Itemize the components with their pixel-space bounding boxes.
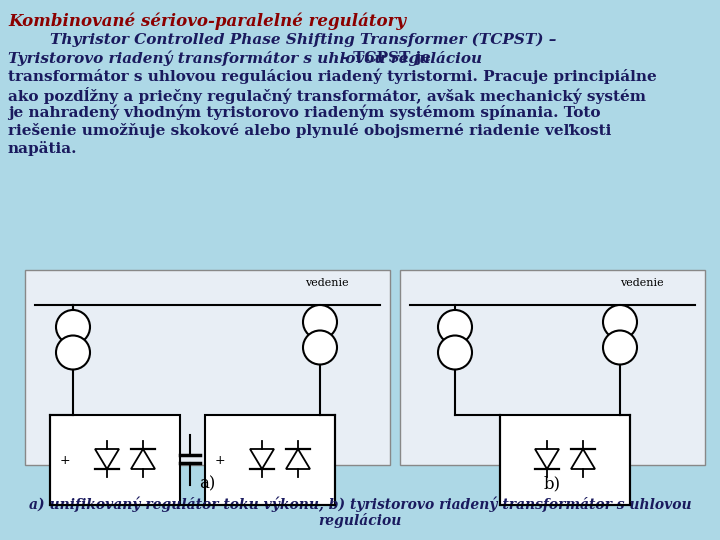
Text: b): b)	[544, 475, 561, 492]
Text: transformátor s uhlovou reguláciou riadený tyristormi. Pracuje principiálne: transformátor s uhlovou reguláciou riade…	[8, 69, 657, 84]
Bar	[50, 415, 180, 505]
Text: vedenie: vedenie	[305, 278, 348, 288]
Polygon shape	[571, 449, 595, 469]
Bar	[25, 270, 390, 465]
Text: reguláciou: reguláciou	[318, 513, 402, 528]
Polygon shape	[535, 449, 559, 469]
Polygon shape	[250, 449, 274, 469]
Text: a) unifikovaný regulátor toku výkonu, b) tyristorovo riadený transformátor s uhl: a) unifikovaný regulátor toku výkonu, b)…	[29, 497, 691, 512]
Bar	[400, 270, 705, 465]
Ellipse shape	[603, 305, 637, 339]
Text: Kombinované sériovo-paralelné regulátory: Kombinované sériovo-paralelné regulátory	[8, 12, 406, 30]
Text: a): a)	[199, 475, 216, 492]
Text: je nahradený vhodným tyristorovo riadeným systémom spínania. Toto: je nahradený vhodným tyristorovo riadený…	[8, 105, 600, 120]
Text: – TCPST je: – TCPST je	[335, 51, 431, 65]
Text: +: +	[215, 454, 225, 467]
Ellipse shape	[303, 330, 337, 365]
Ellipse shape	[56, 335, 90, 369]
Text: ako pozdĺžny a priečny regulačný transformátor, avšak mechanický systém: ako pozdĺžny a priečny regulačný transfo…	[8, 87, 646, 104]
Polygon shape	[95, 449, 119, 469]
Bar	[500, 415, 630, 505]
Ellipse shape	[438, 310, 472, 344]
Text: Tyristorovo riadený transformátor s uhlovou reguláciou: Tyristorovo riadený transformátor s uhlo…	[8, 51, 482, 66]
Text: vedenie: vedenie	[620, 278, 664, 288]
Text: +: +	[60, 454, 71, 467]
Text: Thyristor Controlled Phase Shifting Transformer (TCPST) –: Thyristor Controlled Phase Shifting Tran…	[8, 33, 557, 48]
Text: napätia.: napätia.	[8, 141, 78, 156]
Ellipse shape	[603, 330, 637, 365]
Ellipse shape	[438, 335, 472, 369]
Polygon shape	[131, 449, 155, 469]
Polygon shape	[286, 449, 310, 469]
Bar	[205, 415, 335, 505]
Ellipse shape	[303, 305, 337, 339]
Text: riešenie umožňuje skokové alebo plynulé obojsmerné riadenie veľkosti: riešenie umožňuje skokové alebo plynulé …	[8, 123, 611, 138]
Ellipse shape	[56, 310, 90, 344]
